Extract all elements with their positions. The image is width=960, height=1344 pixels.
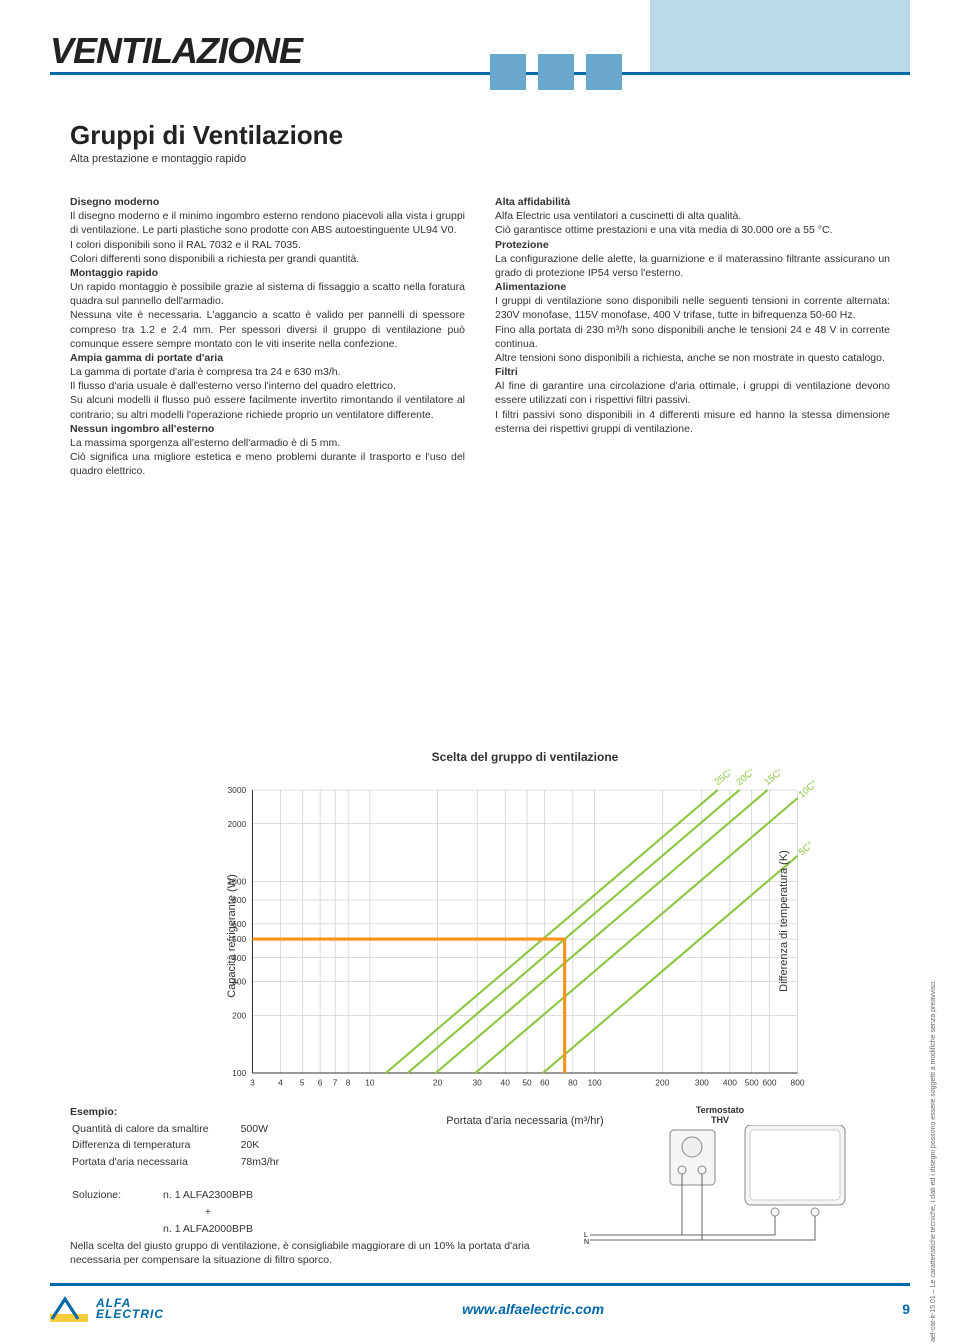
example-note: Nella scelta del giusto gruppo di ventil… <box>70 1240 530 1267</box>
h: Ampia gamma di portate d'aria <box>70 352 223 364</box>
p: Un rapido montaggio è possibile grazie a… <box>70 281 465 307</box>
svg-text:15C°: 15C° <box>762 769 785 787</box>
thermostat-diagram: Termostato THV L N <box>570 1105 870 1258</box>
svg-text:4: 4 <box>278 1078 283 1088</box>
svg-text:8: 8 <box>346 1078 351 1088</box>
solution-table: Soluzione:n. 1 ALFA2300BPB + n. 1 ALFA20… <box>70 1186 255 1238</box>
svg-text:100: 100 <box>588 1078 602 1088</box>
svg-text:25C°: 25C° <box>712 769 735 787</box>
svg-text:2000: 2000 <box>228 819 247 829</box>
svg-text:3: 3 <box>250 1078 255 1088</box>
cell: Portata d'aria necessaria <box>72 1155 239 1170</box>
cell: 500W <box>241 1122 310 1137</box>
svg-text:6: 6 <box>318 1078 323 1088</box>
N-label: N <box>584 1239 589 1246</box>
svg-text:10: 10 <box>365 1078 375 1088</box>
h: Alta affidabilità <box>495 196 570 208</box>
p: La configurazione delle alette, la guarn… <box>495 253 890 279</box>
page-number: 9 <box>902 1301 910 1317</box>
p: Ciò significa una migliore estetica e me… <box>70 451 465 477</box>
h: Nessun ingombro all'esterno <box>70 423 214 435</box>
p: Nessuna vite è necessaria. L'aggancio a … <box>70 309 465 349</box>
side-note: ael-cat-it-15.01 – Le caratteristiche te… <box>930 980 937 1342</box>
cell: Differenza di temperatura <box>72 1138 239 1153</box>
svg-text:200: 200 <box>232 1010 246 1020</box>
p: I colori disponibili sono il RAL 7032 e … <box>70 239 301 251</box>
logo-line: ELECTRIC <box>96 1309 164 1320</box>
thermo-label2: THV <box>570 1115 870 1125</box>
right-column: Alta affidabilità Alfa Electric usa vent… <box>495 195 890 478</box>
footer-url: www.alfaelectric.com <box>462 1301 604 1317</box>
svg-text:5C°: 5C° <box>796 839 815 858</box>
p: I gruppi di ventilazione sono disponibil… <box>495 295 890 321</box>
subtitle-heading: Gruppi di Ventilazione <box>70 120 343 151</box>
header: VENTILAZIONE <box>50 30 910 75</box>
footer: ALFA ELECTRIC www.alfaelectric.com 9 <box>50 1283 910 1324</box>
subtitle: Gruppi di Ventilazione Alta prestazione … <box>70 120 343 165</box>
chart-svg: 3 4 5 678 10 20 30 40 50 60 80 100 200 300 400 500 600 80… <box>200 769 850 1104</box>
example-table: Quantità di calore da smaltire500W Diffe… <box>70 1120 311 1172</box>
svg-text:20C°: 20C° <box>734 769 757 787</box>
svg-text:100: 100 <box>232 1068 246 1078</box>
cell: 20K <box>241 1138 310 1153</box>
chart: Scelta del gruppo di ventilazione 345678… <box>200 750 850 1107</box>
svg-text:800: 800 <box>791 1078 805 1088</box>
svg-text:3000: 3000 <box>228 785 247 795</box>
example-block: Esempio: Quantità di calore da smaltire5… <box>70 1105 570 1268</box>
h: Filtri <box>495 366 518 378</box>
svg-text:7: 7 <box>333 1078 338 1088</box>
p: Il disegno moderno e il minimo ingombro … <box>70 210 465 236</box>
svg-text:300: 300 <box>695 1078 709 1088</box>
p: Ciò garantisce ottime prestazioni e una … <box>495 224 832 236</box>
p: Colori differenti sono disponibili a ric… <box>70 253 359 265</box>
y2-axis-label: Differenza di temperatura (K) <box>778 850 790 992</box>
chart-title: Scelta del gruppo di ventilazione <box>200 750 850 764</box>
svg-text:20: 20 <box>433 1078 443 1088</box>
p: Alfa Electric usa ventilatori a cuscinet… <box>495 210 741 222</box>
p: Su alcuni modelli il flusso può essere f… <box>70 394 465 420</box>
L-label: L <box>584 1232 588 1239</box>
p: I filtri passivi sono disponibili in 4 d… <box>495 409 890 435</box>
p: Fino alla portata di 230 m³/h sono dispo… <box>495 324 890 350</box>
logo-icon <box>50 1294 90 1324</box>
svg-text:30: 30 <box>472 1078 482 1088</box>
example-heading: Esempio: <box>70 1106 117 1118</box>
cell: 78m3/hr <box>241 1155 310 1170</box>
page-title: VENTILAZIONE <box>50 30 302 71</box>
p: La massima sporgenza all'esterno dell'ar… <box>70 437 340 449</box>
h: Protezione <box>495 239 549 251</box>
svg-text:60: 60 <box>540 1078 550 1088</box>
svg-text:200: 200 <box>655 1078 669 1088</box>
logo: ALFA ELECTRIC <box>50 1294 164 1324</box>
cell: Quantità di calore da smaltire <box>72 1122 239 1137</box>
h: Disegno moderno <box>70 196 159 208</box>
svg-text:400: 400 <box>723 1078 737 1088</box>
body-columns: Disegno moderno Il disegno moderno e il … <box>70 195 890 478</box>
svg-text:5: 5 <box>300 1078 305 1088</box>
p: Il flusso d'aria usuale è dall'esterno v… <box>70 380 396 392</box>
thermo-label: Termostato <box>570 1105 870 1115</box>
p: Al fine di garantire una circolazione d'… <box>495 380 890 406</box>
sol: n. 1 ALFA2000BPB <box>163 1222 253 1237</box>
y-axis-label: Capacità refrigerante (W) <box>226 874 238 998</box>
svg-text:10C°: 10C° <box>796 778 819 800</box>
p: La gamma di portate d'aria è compresa tr… <box>70 366 341 378</box>
solution-label: Soluzione: <box>72 1188 161 1203</box>
h: Montaggio rapido <box>70 267 158 279</box>
h: Alimentazione <box>495 281 566 293</box>
svg-text:80: 80 <box>568 1078 578 1088</box>
sol: n. 1 ALFA2300BPB <box>163 1188 253 1203</box>
svg-text:50: 50 <box>522 1078 532 1088</box>
svg-text:500: 500 <box>745 1078 759 1088</box>
left-column: Disegno moderno Il disegno moderno e il … <box>70 195 465 478</box>
svg-text:600: 600 <box>763 1078 777 1088</box>
logo-text: ALFA ELECTRIC <box>96 1298 164 1320</box>
subtitle-tagline: Alta prestazione e montaggio rapido <box>70 153 343 165</box>
svg-text:40: 40 <box>501 1078 511 1088</box>
p: Altre tensioni sono disponibili a richie… <box>495 352 885 364</box>
thermo-svg: L N <box>570 1125 870 1255</box>
plus: + <box>163 1205 253 1220</box>
header-squares <box>490 54 622 90</box>
